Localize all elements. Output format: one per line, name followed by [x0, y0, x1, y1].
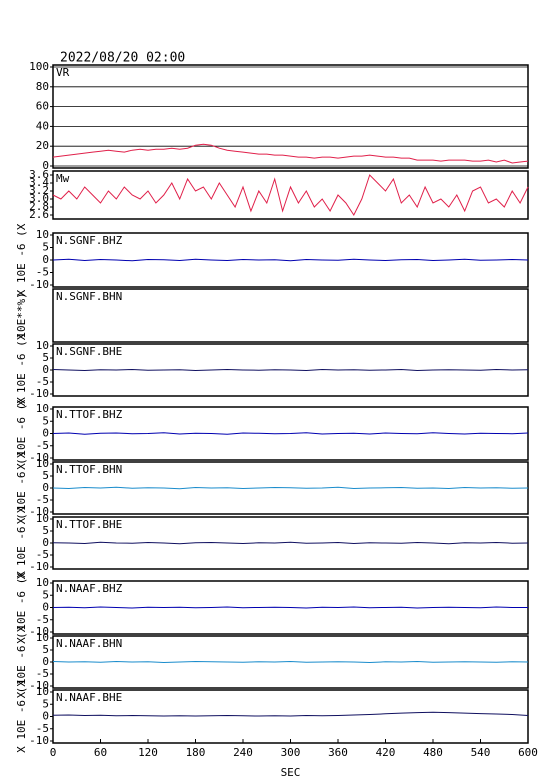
y-tick-label: 0	[42, 427, 49, 440]
y-tick-label: -10	[29, 387, 49, 400]
y-axis-label: X 10E -6 (X	[15, 333, 28, 406]
data-line	[52, 606, 528, 609]
x-tick-label: 120	[138, 746, 158, 759]
y-tick-label: 10	[36, 457, 49, 470]
panel-label: N.NAAF.BHE	[56, 691, 122, 704]
y-tick-label: -5	[36, 493, 49, 506]
data-line	[52, 258, 529, 262]
y-tick-label: 0	[42, 536, 49, 549]
panel-label: Mw	[56, 172, 70, 185]
y-tick-label: 0	[42, 481, 49, 494]
y-tick-label: 100	[29, 60, 49, 73]
panel-label: VR	[56, 66, 70, 79]
y-tick-label: 10	[36, 228, 49, 241]
y-tick-label: -5	[36, 548, 49, 561]
data-line	[52, 174, 529, 216]
y-tick-label: 3.6	[29, 168, 49, 181]
panel-label: N.NAAF.BHZ	[56, 582, 123, 595]
x-tick-label: 480	[423, 746, 443, 759]
data-line	[52, 432, 529, 435]
y-tick-label: 5	[42, 588, 49, 601]
x-tick-label: 60	[94, 746, 107, 759]
panel-label: N.NAAF.BHN	[56, 637, 122, 650]
x-tick-label: 360	[328, 746, 348, 759]
y-axis-label: X 10E -6 (X	[15, 506, 28, 579]
y-axis-label: X 10E -6 (X	[15, 397, 28, 470]
data-line	[52, 486, 529, 490]
y-tick-label: 0	[42, 655, 49, 668]
data-line	[52, 541, 529, 545]
y-tick-label: 10	[36, 402, 49, 415]
y-tick-label: -5	[36, 613, 49, 626]
y-tick-label: 0	[42, 253, 49, 266]
x-tick-label: 420	[376, 746, 396, 759]
y-tick-label: 5	[42, 524, 49, 537]
y-tick-label: 2.8	[29, 200, 49, 213]
y-axis-label: X 10E -6 (X	[15, 625, 28, 698]
panel-label: N.SGNF.BHZ	[56, 234, 123, 247]
x-tick-label: 600	[518, 746, 538, 759]
panel-label: N.SGNF.BHN	[56, 290, 122, 303]
y-axis-label: 10E**%)	[15, 292, 28, 338]
y-tick-label: -5	[36, 266, 49, 279]
x-tick-label: 240	[233, 746, 253, 759]
y-tick-label: 3.4	[29, 176, 49, 189]
y-tick-label: -10	[29, 505, 49, 518]
x-axis-label: SEC	[281, 766, 301, 779]
y-tick-label: -5	[36, 667, 49, 680]
y-axis-label: X 10E -6 (X	[15, 223, 28, 296]
y-tick-label: 0	[42, 710, 49, 723]
data-line	[52, 143, 529, 164]
panel-label: N.SGNF.BHE	[56, 345, 122, 358]
y-tick-label: -10	[29, 560, 49, 573]
y-tick-label: 20	[36, 139, 49, 152]
panel-frame	[52, 64, 529, 169]
y-tick-label: -10	[29, 625, 49, 638]
x-tick-label: 0	[50, 746, 57, 759]
y-tick-label: 0	[42, 159, 49, 172]
panel-label: N.TTOF.BHZ	[56, 408, 123, 421]
y-tick-label: 80	[36, 80, 49, 93]
y-tick-label: 2.6	[29, 208, 49, 221]
y-tick-label: 5	[42, 351, 49, 364]
y-tick-label: 5	[42, 469, 49, 482]
y-tick-label: 40	[36, 119, 49, 132]
y-tick-label: 5	[42, 414, 49, 427]
y-axis-label: X 10E -6 (X	[15, 680, 28, 753]
y-tick-label: 5	[42, 241, 49, 254]
y-tick-label: -5	[36, 722, 49, 735]
y-tick-label: 5	[42, 697, 49, 710]
y-axis-label: X 10E -6 (X	[15, 571, 28, 644]
y-tick-label: 10	[36, 339, 49, 352]
data-line	[52, 711, 529, 717]
y-tick-label: -10	[29, 451, 49, 464]
y-tick-label: 5	[42, 643, 49, 656]
y-tick-label: 10	[36, 512, 49, 525]
panel-label: N.TTOF.BHE	[56, 518, 122, 531]
y-tick-label: 10	[36, 685, 49, 698]
y-tick-label: 0	[42, 363, 49, 376]
panel-frame	[52, 288, 529, 343]
y-tick-label: 3.0	[29, 192, 49, 205]
y-tick-label: 0	[42, 601, 49, 614]
y-tick-label: -10	[29, 278, 49, 291]
data-line	[52, 368, 529, 372]
chart-title: 2022/08/20 02:00	[60, 51, 185, 66]
x-tick-label: 540	[471, 746, 491, 759]
y-tick-label: -5	[36, 439, 49, 452]
y-tick-label: -10	[29, 679, 49, 692]
y-tick-label: 10	[36, 576, 49, 589]
y-tick-label: -5	[36, 375, 49, 388]
panel-label: N.TTOF.BHN	[56, 463, 122, 476]
y-tick-label: -10	[29, 734, 49, 747]
y-tick-label: 3.2	[29, 184, 49, 197]
data-line	[52, 660, 529, 664]
y-axis-label: X 10E -6 (X	[15, 451, 28, 524]
y-tick-label: 60	[36, 100, 49, 113]
y-tick-label: 10	[36, 631, 49, 644]
x-tick-label: 180	[186, 746, 206, 759]
x-tick-label: 300	[281, 746, 301, 759]
